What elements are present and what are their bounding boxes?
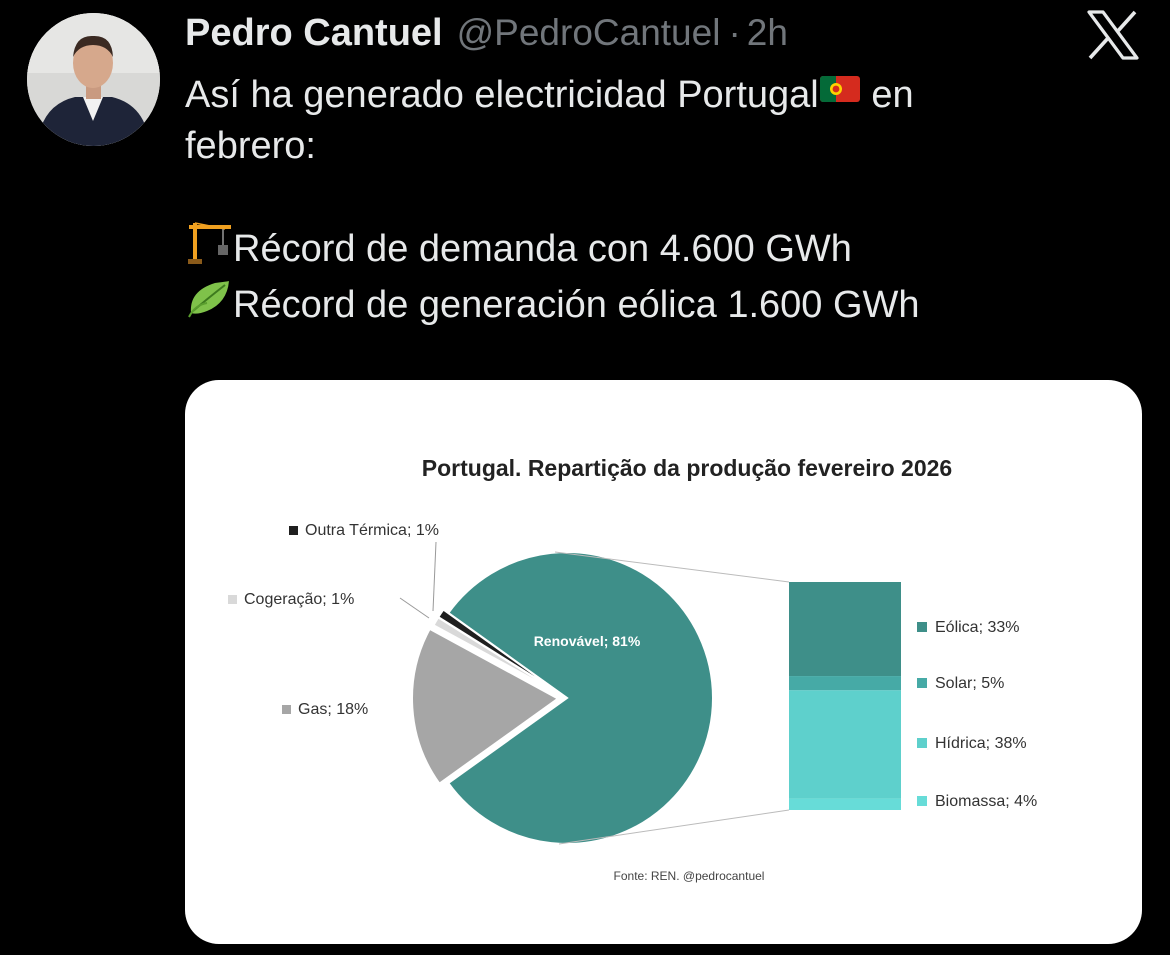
tweet-text-line1: Así ha generado electricidad Portugal xyxy=(185,74,819,116)
breakdown-label: Hídrica; 38% xyxy=(935,735,1027,752)
breakdown-segment xyxy=(789,798,901,810)
breakdown-segment xyxy=(789,582,901,677)
legend-swatch xyxy=(917,678,927,688)
pie-chart: Portugal. Repartição da produção feverei… xyxy=(228,455,1037,883)
breakdown-label: Solar; 5% xyxy=(935,675,1004,692)
tweet-text: Así ha generado electricidad Portugal en… xyxy=(185,70,1085,335)
slice-label: Cogeração; 1% xyxy=(244,591,354,608)
tweet-text-line4: Récord de generación eólica 1.600 GWh xyxy=(233,284,920,327)
chart-title: Portugal. Repartição da produção feverei… xyxy=(422,455,952,481)
leaf-icon xyxy=(185,273,233,335)
x-logo-icon xyxy=(1086,10,1140,60)
slice-label: Outra Térmica; 1% xyxy=(305,522,439,539)
legend-swatch xyxy=(917,796,927,806)
header-separator: · xyxy=(728,12,741,53)
avatar[interactable] xyxy=(27,13,160,146)
pie-slice xyxy=(436,608,563,696)
pie-slice xyxy=(446,551,714,845)
legend-swatch xyxy=(282,705,291,714)
legend-swatch xyxy=(917,738,927,748)
breakdown-label: Biomassa; 4% xyxy=(935,793,1037,810)
breakdown-segment xyxy=(789,690,901,799)
tweet-text-line2: febrero: xyxy=(185,125,316,167)
tweet-header: Pedro Cantuel @PedroCantuel · 2h xyxy=(185,12,788,58)
chart-image-card[interactable]: Portugal. Repartição da produção feverei… xyxy=(185,380,1142,944)
tweet-text-line3: Récord de demanda con 4.600 GWh xyxy=(233,228,852,271)
connector-line xyxy=(554,551,790,583)
leader-line xyxy=(432,541,437,612)
breakdown-segment xyxy=(789,676,901,691)
chart-source: Fonte: REN. @pedrocantuel xyxy=(614,869,765,883)
pie-slice xyxy=(411,627,560,786)
legend-swatch xyxy=(228,595,237,604)
author-name[interactable]: Pedro Cantuel xyxy=(185,12,443,54)
author-handle[interactable]: @PedroCantuel xyxy=(456,12,721,53)
portugal-flag-icon xyxy=(819,68,861,119)
breakdown-label: Eólica; 33% xyxy=(935,619,1020,636)
tweet-timestamp[interactable]: 2h xyxy=(746,12,788,53)
slice-label: Gas; 18% xyxy=(298,701,368,718)
pie-slices xyxy=(411,551,714,845)
connector-line xyxy=(558,809,790,845)
slice-label: Renovável; 81% xyxy=(534,633,641,649)
leader-line xyxy=(399,597,430,619)
legend-swatch xyxy=(289,526,298,535)
crane-icon xyxy=(185,217,233,279)
legend-swatch xyxy=(917,622,927,632)
breakdown-bar xyxy=(789,582,901,810)
tweet-text-line1-after: en xyxy=(871,74,914,116)
